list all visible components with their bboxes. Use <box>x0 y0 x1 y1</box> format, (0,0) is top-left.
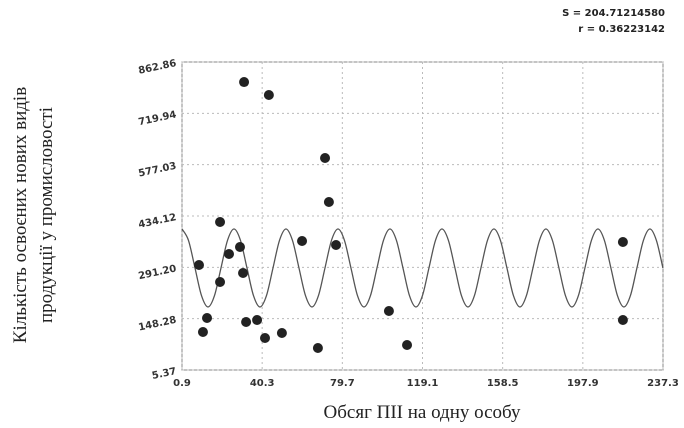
data-point <box>617 314 628 325</box>
data-point <box>276 327 287 338</box>
y-axis-label: продукції у промисловості <box>36 107 57 323</box>
annotation: r = 0.36223142 <box>578 24 665 35</box>
x-tick-label: 40.3 <box>250 378 275 389</box>
data-point <box>238 268 249 279</box>
data-point <box>215 276 226 287</box>
x-tick-label: 0.9 <box>173 378 191 389</box>
y-tick-label: 5.37 <box>151 366 177 382</box>
x-tick-label: 119.1 <box>407 378 439 389</box>
data-point <box>239 77 250 88</box>
fit-curve <box>181 228 664 308</box>
data-point <box>234 242 245 253</box>
x-axis-label: Обсяг ПІІ на одну особу <box>324 402 521 423</box>
y-tick-label: 148.28 <box>137 315 177 334</box>
data-point <box>263 89 274 100</box>
y-axis-label: Кількість освоєних нових видів <box>10 87 31 343</box>
data-point <box>241 317 252 328</box>
data-point <box>202 313 213 324</box>
x-tick-label: 197.9 <box>567 378 599 389</box>
y-tick-label: 291.20 <box>137 263 177 282</box>
data-point <box>617 237 628 248</box>
y-tick-label: 577.03 <box>137 161 177 180</box>
data-point <box>193 259 204 270</box>
data-point <box>260 332 271 343</box>
data-point <box>197 326 208 337</box>
data-point <box>320 152 331 163</box>
y-tick-label: 862.86 <box>137 58 177 77</box>
x-tick-label: 158.5 <box>487 378 519 389</box>
x-tick-label: 237.3 <box>647 378 679 389</box>
data-point <box>383 306 394 317</box>
x-tick-label: 79.7 <box>330 378 355 389</box>
data-point <box>312 343 323 354</box>
data-point <box>297 236 308 247</box>
data-point <box>224 249 235 260</box>
y-tick-label: 434.12 <box>137 212 177 231</box>
y-tick-label: 719.94 <box>137 109 177 128</box>
annotation: S = 204.71214580 <box>562 8 665 19</box>
data-point <box>215 217 226 228</box>
data-point <box>323 196 334 207</box>
data-point <box>331 239 342 250</box>
data-point <box>402 339 413 350</box>
data-point <box>252 314 263 325</box>
